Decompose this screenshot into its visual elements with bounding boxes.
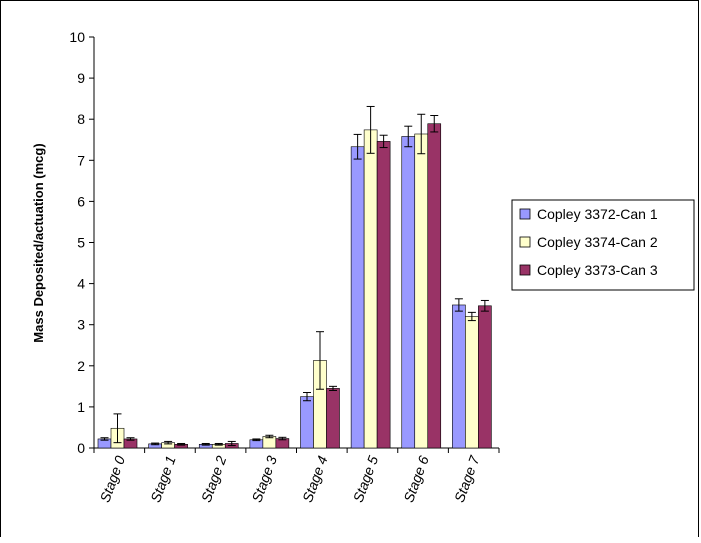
y-tick-label: 3 <box>77 317 85 333</box>
y-tick-label: 5 <box>77 235 85 251</box>
bar <box>401 136 416 449</box>
legend-label: Copley 3373-Can 3 <box>537 262 658 278</box>
legend-swatch <box>519 264 531 276</box>
bar <box>414 133 429 449</box>
y-tick-label: 1 <box>77 399 85 415</box>
x-category-label: Stage 4 <box>299 453 331 504</box>
y-tick-label: 2 <box>77 358 85 374</box>
legend-label: Copley 3374-Can 2 <box>537 234 658 250</box>
y-tick-label: 9 <box>77 70 85 86</box>
x-category-label: Stage 6 <box>400 453 432 504</box>
bar <box>427 123 442 449</box>
y-tick-label: 7 <box>77 152 85 168</box>
bar <box>465 316 479 449</box>
y-tick-label: 8 <box>77 111 85 127</box>
y-tick-label: 10 <box>69 29 85 45</box>
plot-area: 0 1 2 3 4 5 6 7 8 9 10 Stage 0 Stage 1 Stage 2 Stage 3… <box>69 29 500 505</box>
legend-swatch <box>519 236 531 248</box>
bar <box>478 305 492 449</box>
y-axis-label: Mass Deposited/actuation (mcg) <box>31 143 46 342</box>
x-category-label: Stage 7 <box>451 452 483 504</box>
y-tick-label: 4 <box>77 276 85 292</box>
legend-swatch <box>519 208 531 220</box>
x-category-label: Stage 5 <box>350 453 382 504</box>
x-category-label: Stage 2 <box>198 453 230 504</box>
x-category-label: Stage 1 <box>147 454 179 505</box>
x-category-label: Stage 3 <box>248 453 280 504</box>
x-category-label: Stage 0 <box>97 453 129 504</box>
bar <box>350 146 365 449</box>
legend: Copley 3372-Can 1 Copley 3374-Can 2 Copley… <box>511 199 695 291</box>
y-tick-label: 6 <box>77 193 85 209</box>
y-tick-label: 0 <box>77 440 85 456</box>
bar <box>326 388 340 449</box>
bar <box>452 304 466 449</box>
legend-box <box>511 199 695 291</box>
legend-label: Copley 3372-Can 1 <box>537 206 658 222</box>
bar <box>376 141 391 449</box>
bar <box>363 129 378 449</box>
bar <box>300 396 314 449</box>
